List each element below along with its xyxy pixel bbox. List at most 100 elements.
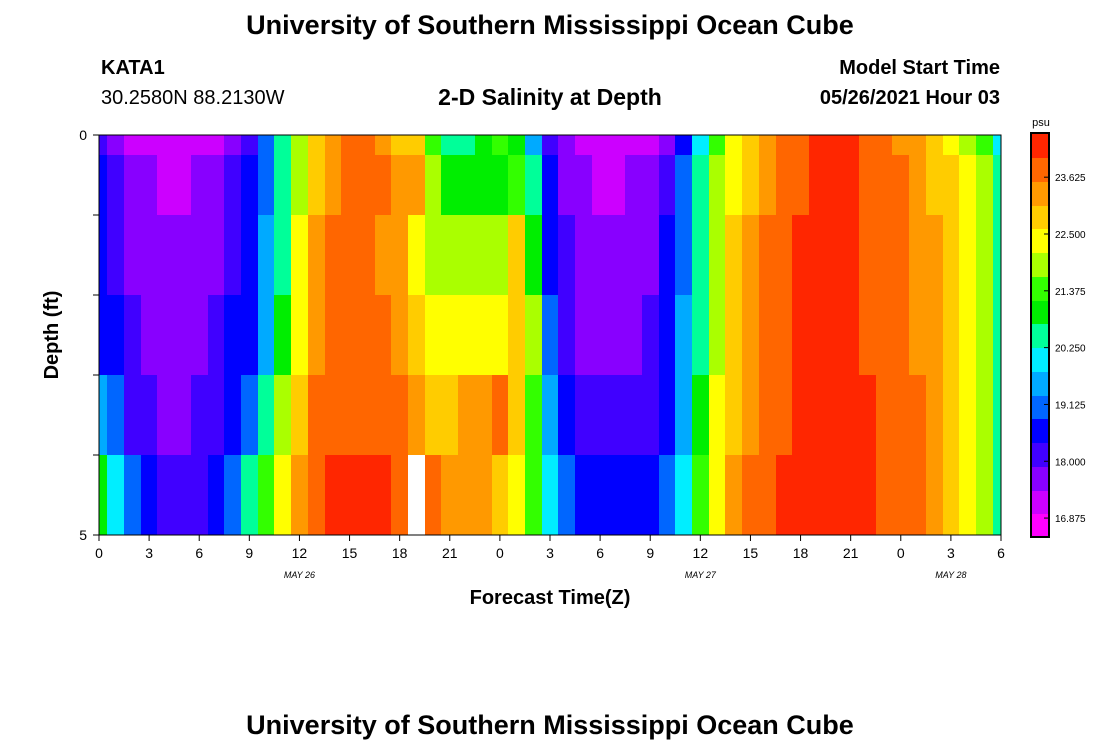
heatmap-cell bbox=[892, 455, 909, 535]
heatmap-cell bbox=[776, 135, 792, 155]
heatmap-cell bbox=[224, 155, 241, 215]
heatmap-cell bbox=[492, 455, 508, 535]
heatmap-cell bbox=[892, 155, 909, 215]
heatmap-cell bbox=[425, 155, 441, 215]
heatmap-cell bbox=[876, 215, 892, 295]
heatmap-cell bbox=[592, 375, 608, 455]
heatmap-cell bbox=[558, 135, 575, 155]
page-title: University of Southern Mississippi Ocean… bbox=[246, 10, 854, 40]
heatmap-cell bbox=[759, 135, 776, 155]
heatmap-cell bbox=[174, 135, 191, 155]
heatmap-cell bbox=[174, 155, 191, 215]
model-start-value: 05/26/2021 Hour 03 bbox=[819, 87, 1000, 109]
heatmap-cell bbox=[926, 155, 943, 215]
heatmap-cell bbox=[375, 135, 391, 155]
heatmap-cell bbox=[993, 155, 1001, 215]
heatmap-cell bbox=[408, 155, 425, 215]
heatmap-cell bbox=[876, 135, 892, 155]
x-tick-label: 15 bbox=[743, 545, 759, 561]
heatmap-cell bbox=[274, 215, 291, 295]
heatmap-cell bbox=[341, 375, 358, 455]
heatmap-cell bbox=[291, 375, 308, 455]
heatmap-cell bbox=[976, 295, 993, 375]
heatmap-cell bbox=[308, 295, 325, 375]
heatmap-cell bbox=[575, 375, 592, 455]
heatmap-cell bbox=[993, 295, 1001, 375]
heatmap-cell bbox=[325, 215, 341, 295]
heatmap-cell bbox=[425, 375, 441, 455]
heatmap-cell bbox=[625, 215, 642, 295]
colorbar-segment bbox=[1031, 133, 1049, 158]
heatmap-cell bbox=[258, 215, 274, 295]
heatmap-cell bbox=[625, 295, 642, 375]
heatmap-cell bbox=[826, 215, 842, 295]
heatmap-cell bbox=[258, 375, 274, 455]
heatmap-cell bbox=[124, 455, 141, 535]
heatmap-cell bbox=[792, 295, 809, 375]
heatmap-cell bbox=[99, 295, 107, 375]
heatmap-cell bbox=[742, 215, 759, 295]
model-start-label: Model Start Time bbox=[839, 57, 1000, 79]
heatmap-cell bbox=[809, 455, 826, 535]
heatmap-cell bbox=[759, 215, 776, 295]
heatmap-cell bbox=[391, 455, 408, 535]
colorbar-unit-label: psu bbox=[1032, 117, 1050, 129]
heatmap-cell bbox=[725, 135, 742, 155]
heatmap-cell bbox=[291, 135, 308, 155]
heatmap-cell bbox=[525, 455, 542, 535]
heatmap-cell bbox=[558, 155, 575, 215]
heatmap-cell bbox=[425, 455, 441, 535]
heatmap-cell bbox=[926, 215, 943, 295]
heatmap-cell bbox=[441, 135, 458, 155]
heatmap-cell bbox=[375, 215, 391, 295]
x-tick-label: 0 bbox=[95, 545, 103, 561]
heatmap-cell bbox=[959, 295, 976, 375]
heatmap-cell bbox=[809, 295, 826, 375]
heatmap-cell bbox=[659, 375, 675, 455]
x-tick-label: 12 bbox=[292, 545, 308, 561]
heatmap-cell bbox=[809, 135, 826, 155]
colorbar-segment bbox=[1031, 489, 1049, 514]
heatmap-cell bbox=[291, 455, 308, 535]
heatmap-cell bbox=[959, 215, 976, 295]
heatmap-cell bbox=[659, 295, 675, 375]
heatmap-cell bbox=[107, 295, 124, 375]
heatmap-cell bbox=[241, 215, 258, 295]
heatmap-cell bbox=[542, 155, 558, 215]
colorbar-segment bbox=[1031, 252, 1049, 277]
heatmap-cell bbox=[458, 455, 475, 535]
heatmap-cell bbox=[191, 375, 208, 455]
heatmap-cell bbox=[709, 455, 725, 535]
x-tick-label: 3 bbox=[947, 545, 955, 561]
heatmap-cell bbox=[441, 155, 458, 215]
colorbar-tick-label: 19.125 bbox=[1055, 400, 1086, 411]
heatmap-cell bbox=[508, 135, 525, 155]
heatmap-cell bbox=[208, 455, 224, 535]
heatmap-cell bbox=[926, 375, 943, 455]
heatmap-cell bbox=[99, 455, 107, 535]
heatmap-cell bbox=[124, 375, 141, 455]
colorbar-tick-label: 23.625 bbox=[1055, 173, 1086, 184]
heatmap-cell bbox=[725, 215, 742, 295]
heatmap-cell bbox=[141, 155, 157, 215]
heatmap-cell bbox=[274, 135, 291, 155]
heatmap-cell bbox=[759, 455, 776, 535]
heatmap-cell bbox=[124, 215, 141, 295]
heatmap-cell bbox=[458, 155, 475, 215]
y-axis-label: Depth (ft) bbox=[41, 291, 63, 380]
heatmap-cell bbox=[542, 455, 558, 535]
heatmap-cell bbox=[709, 295, 725, 375]
heatmap-cell bbox=[157, 215, 174, 295]
heatmap-cell bbox=[675, 375, 692, 455]
heatmap-cell bbox=[692, 155, 709, 215]
heatmap-cell bbox=[492, 215, 508, 295]
heatmap-cell bbox=[959, 135, 976, 155]
heatmap-cell bbox=[325, 155, 341, 215]
heatmap-cell bbox=[408, 135, 425, 155]
heatmap-cell bbox=[976, 155, 993, 215]
heatmap-cell bbox=[742, 455, 759, 535]
heatmap-cell bbox=[859, 295, 876, 375]
heatmap-cell bbox=[99, 135, 107, 155]
heatmap-cell bbox=[558, 455, 575, 535]
